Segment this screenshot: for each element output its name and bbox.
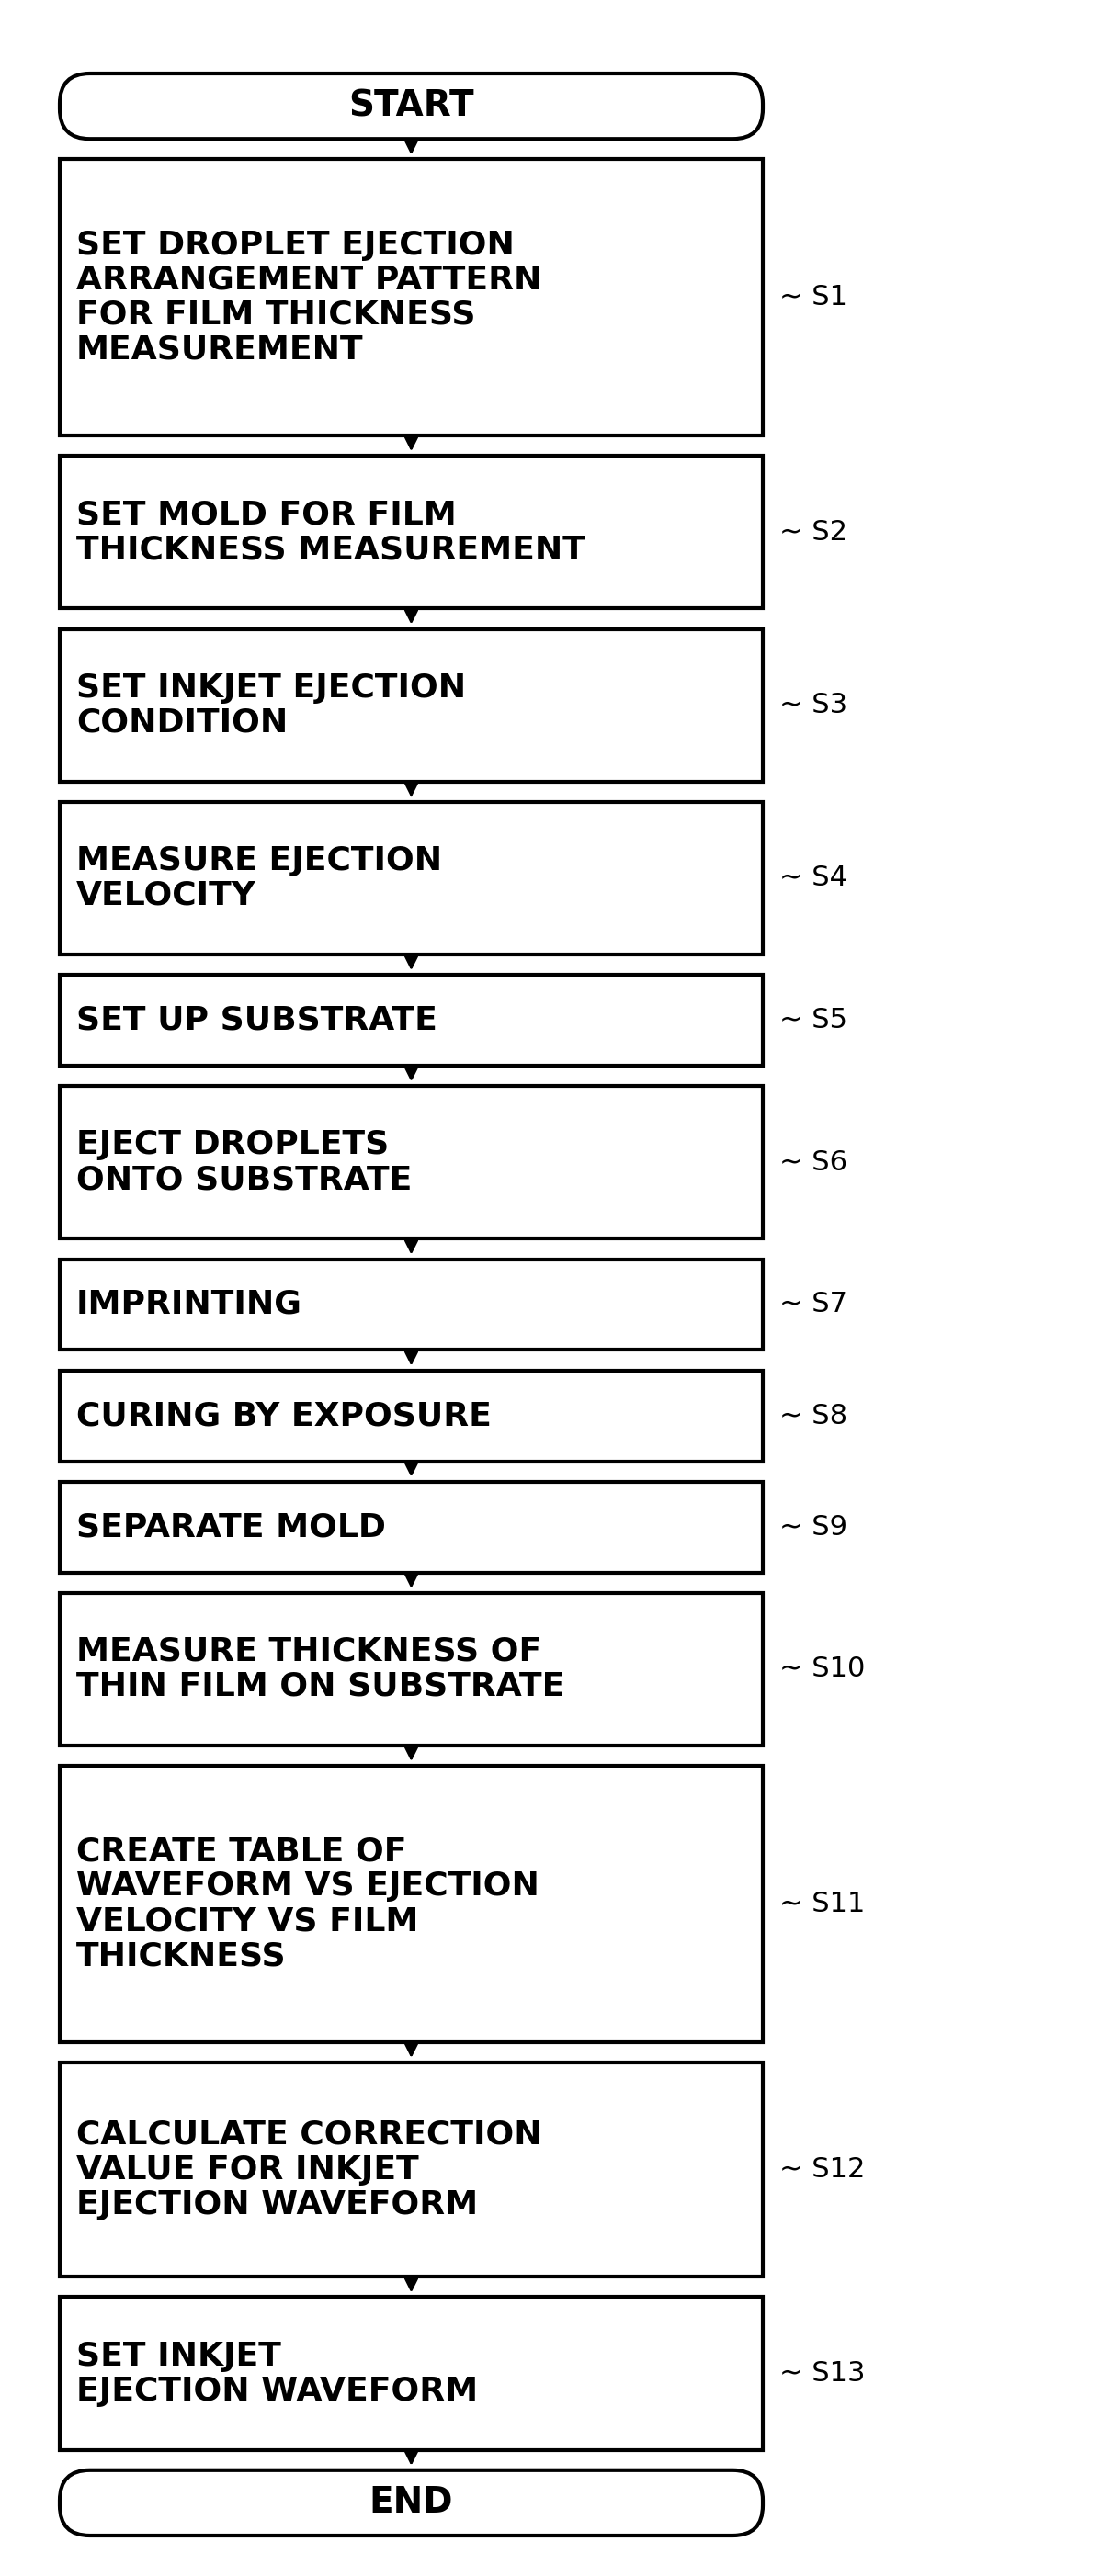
Bar <box>59 629 763 781</box>
Text: ∼ S10: ∼ S10 <box>780 1656 865 1682</box>
Text: END: END <box>369 2486 454 2519</box>
Text: SET DROPLET EJECTION
ARRANGEMENT PATTERN
FOR FILM THICKNESS
MEASUREMENT: SET DROPLET EJECTION ARRANGEMENT PATTERN… <box>76 229 542 366</box>
Text: CURING BY EXPOSURE: CURING BY EXPOSURE <box>76 1401 491 1432</box>
Bar <box>59 1087 763 1239</box>
Text: ∼ S1: ∼ S1 <box>780 283 848 312</box>
Bar <box>59 2063 763 2277</box>
Text: ∼ S7: ∼ S7 <box>780 1291 848 1319</box>
Text: ∼ S4: ∼ S4 <box>780 866 848 891</box>
Text: MEASURE EJECTION
VELOCITY: MEASURE EJECTION VELOCITY <box>76 845 443 912</box>
Text: SET UP SUBSTRATE: SET UP SUBSTRATE <box>76 1005 437 1036</box>
Text: CALCULATE CORRECTION
VALUE FOR INKJET
EJECTION WAVEFORM: CALCULATE CORRECTION VALUE FOR INKJET EJ… <box>76 2120 542 2221</box>
FancyBboxPatch shape <box>59 75 763 139</box>
Text: MEASURE THICKNESS OF
THIN FILM ON SUBSTRATE: MEASURE THICKNESS OF THIN FILM ON SUBSTR… <box>76 1636 565 1703</box>
Text: ∼ S6: ∼ S6 <box>780 1149 848 1175</box>
Bar <box>59 1592 763 1747</box>
Bar <box>59 160 763 435</box>
Text: ∼ S11: ∼ S11 <box>780 1891 865 1917</box>
Bar <box>59 1370 763 1461</box>
Bar <box>59 801 763 956</box>
Text: ∼ S9: ∼ S9 <box>780 1515 848 1540</box>
Text: ∼ S5: ∼ S5 <box>780 1007 848 1033</box>
Bar <box>59 1260 763 1350</box>
Text: EJECT DROPLETS
ONTO SUBSTRATE: EJECT DROPLETS ONTO SUBSTRATE <box>76 1128 412 1195</box>
Text: SET INKJET EJECTION
CONDITION: SET INKJET EJECTION CONDITION <box>76 672 466 739</box>
Text: ∼ S3: ∼ S3 <box>780 693 848 719</box>
Bar <box>59 2298 763 2450</box>
Bar <box>59 1481 763 1571</box>
Bar <box>59 1765 763 2043</box>
Text: ∼ S13: ∼ S13 <box>780 2360 865 2388</box>
Text: ∼ S2: ∼ S2 <box>780 518 848 546</box>
Text: SET INKJET
EJECTION WAVEFORM: SET INKJET EJECTION WAVEFORM <box>76 2342 478 2406</box>
FancyBboxPatch shape <box>59 2470 763 2535</box>
Text: START: START <box>349 88 475 124</box>
Bar <box>59 456 763 608</box>
Text: SEPARATE MOLD: SEPARATE MOLD <box>76 1512 385 1543</box>
Text: ∼ S12: ∼ S12 <box>780 2156 865 2182</box>
Text: ∼ S8: ∼ S8 <box>780 1401 848 1430</box>
Bar <box>59 974 763 1066</box>
Text: IMPRINTING: IMPRINTING <box>76 1288 303 1319</box>
Text: CREATE TABLE OF
WAVEFORM VS EJECTION
VELOCITY VS FILM
THICKNESS: CREATE TABLE OF WAVEFORM VS EJECTION VEL… <box>76 1837 539 1973</box>
Text: SET MOLD FOR FILM
THICKNESS MEASUREMENT: SET MOLD FOR FILM THICKNESS MEASUREMENT <box>76 500 586 564</box>
